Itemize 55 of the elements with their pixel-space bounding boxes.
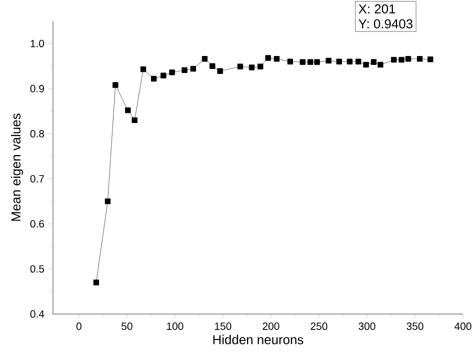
x-tick-label: 300 [358, 322, 376, 330]
point [378, 62, 384, 68]
point [258, 64, 264, 70]
point [202, 56, 208, 62]
point [314, 59, 320, 65]
x-tick-label: 50 [122, 322, 132, 330]
point [274, 56, 280, 62]
x-tick-label: 0 [76, 322, 82, 330]
x-axis-title: Hidden neurons [213, 334, 304, 344]
x-tick-label: 400 [454, 322, 472, 330]
point [363, 62, 369, 68]
point [398, 56, 404, 63]
point [265, 55, 271, 61]
y-tick-label: 0.8 [30, 130, 44, 138]
point [370, 59, 377, 65]
text: X: 201 [358, 4, 396, 14]
point [140, 66, 146, 72]
point [391, 56, 397, 63]
y-axis-title: Mean eigen values [11, 114, 24, 221]
y-tick-label: 0.5 [30, 265, 44, 273]
point [287, 58, 294, 64]
point [307, 59, 314, 65]
point [300, 59, 306, 65]
point [160, 72, 166, 78]
annotation: Y: 0.9403 [358, 19, 412, 28]
point [93, 280, 100, 286]
point [112, 82, 118, 88]
point [346, 58, 353, 64]
point [405, 56, 412, 62]
point [355, 58, 362, 64]
point [217, 68, 223, 74]
point [182, 67, 188, 73]
x-tick-label: 250 [310, 322, 328, 330]
point [125, 107, 131, 114]
point [428, 56, 434, 62]
point [132, 117, 138, 124]
point [210, 63, 216, 69]
y-tick-label: 0.9 [30, 84, 44, 92]
point [326, 58, 332, 64]
point [416, 56, 423, 62]
x-tick-label: 100 [167, 322, 184, 330]
point [190, 66, 196, 72]
x-tick-label: 200 [262, 322, 280, 330]
y-tick-label: 0.7 [30, 175, 44, 182]
point [237, 64, 244, 70]
x-tick-label: 150 [215, 322, 232, 330]
point [248, 64, 255, 70]
y-tick-label: 0.4 [30, 310, 44, 318]
point [336, 58, 342, 64]
y-tick-label: 0.6 [30, 220, 44, 228]
point [169, 70, 175, 76]
y-tick-label: 1.0 [30, 40, 44, 48]
point [104, 198, 111, 204]
x-tick-label: 350 [406, 322, 424, 330]
point [150, 76, 157, 82]
